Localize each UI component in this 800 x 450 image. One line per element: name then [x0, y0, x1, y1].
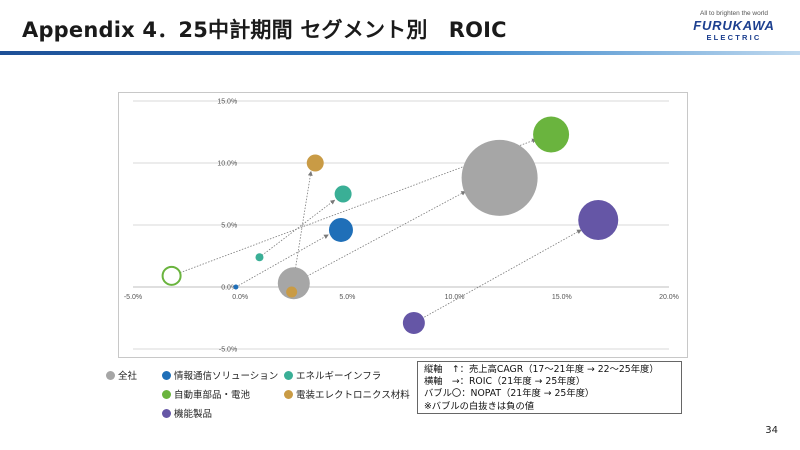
x-tick-label: 5.0% — [339, 294, 355, 301]
bubble — [161, 265, 182, 286]
bubble — [461, 139, 538, 216]
trend-arrow — [291, 170, 313, 293]
chart-legend: 全社 情報通信ソリューション エネルギーインフラ 自動車部品・電池 電装エレクト… — [106, 366, 416, 426]
legend-label-automotive: 自動車部品・電池 — [174, 390, 251, 401]
legend-swatch-energy — [284, 370, 293, 380]
y-tick-label: 15.0% — [217, 99, 237, 106]
note-line-hollow: ※バブルの白抜きは負の値 — [424, 400, 535, 412]
bubble — [277, 267, 310, 300]
x-tick-label: 15.0% — [552, 294, 572, 301]
legend-label-energy: エネルギーインフラ — [296, 371, 382, 382]
bubble — [286, 286, 298, 298]
x-tick-label: 0.0% — [232, 294, 248, 301]
logo-wordmark: FURUKAWA — [693, 18, 775, 33]
legend-swatch-electronics — [284, 389, 293, 399]
legend-swatch-automotive — [162, 389, 171, 399]
bubble — [578, 200, 619, 241]
y-tick-label: 0.0% — [221, 285, 237, 292]
note-line-vertical-axis: 縦軸 ↑：売上高CAGR（17～21年度 → 22～25年度） — [424, 364, 659, 375]
bubble — [402, 311, 425, 334]
x-tick-label: -5.0% — [124, 294, 142, 301]
logo-tagline: All to brighten the world — [700, 10, 768, 17]
legend-swatch-functional — [162, 408, 171, 418]
x-tick-label: 20.0% — [659, 294, 679, 301]
y-tick-label: 5.0% — [221, 223, 237, 230]
legend-item-energy: エネルギーインフラ — [284, 368, 381, 382]
x-tick-label: 10.0% — [445, 294, 465, 301]
legend-item-telecom: 情報通信ソリューション — [162, 368, 278, 382]
bubble — [255, 253, 264, 262]
company-logo: All to brighten the world FURUKAWA ELECT… — [688, 10, 780, 42]
legend-label-electronics: 電装エレクトロニクス材料 — [296, 390, 410, 401]
logo-subtext: ELECTRIC — [706, 33, 762, 42]
legend-item-electronics: 電装エレクトロニクス材料 — [284, 387, 410, 401]
legend-item-functional: 機能製品 — [162, 406, 212, 420]
axis-note-box: 縦軸 ↑：売上高CAGR（17～21年度 → 22～25年度） 横軸 →：ROI… — [417, 361, 682, 414]
legend-label-all: 全社 — [118, 371, 138, 382]
page-number: 34 — [765, 425, 778, 436]
trend-arrow — [293, 191, 467, 284]
bubble — [306, 154, 324, 172]
trend-arrow — [413, 229, 582, 324]
title-divider — [0, 51, 800, 55]
legend-label-telecom: 情報通信ソリューション — [174, 371, 279, 382]
chart-frame: -5.0% 0.0% 5.0% 10.0% 15.0% 20.0% -5.0% 0.0% 5.0… — [118, 92, 688, 358]
trend-arrow — [235, 234, 329, 288]
bubble — [328, 217, 353, 242]
bubble — [233, 284, 239, 290]
legend-item-all: 全社 — [106, 368, 137, 382]
bubble — [334, 185, 352, 203]
bubble — [533, 116, 570, 153]
page-title: Appendix 4．25中計期間 セグメント別 ROIC — [22, 18, 507, 42]
note-line-bubble: バブル〇：NOPAT（21年度 → 25年度） — [424, 388, 595, 400]
legend-item-automotive: 自動車部品・電池 — [162, 387, 250, 401]
trend-arrow — [259, 199, 336, 258]
note-line-horizontal-axis: 横軸 →：ROIC（21年度 → 25年度） — [424, 376, 586, 388]
legend-label-functional: 機能製品 — [174, 409, 213, 420]
legend-swatch-all — [106, 370, 115, 380]
y-tick-label: 10.0% — [217, 161, 237, 168]
bubble-chart: -5.0% 0.0% 5.0% 10.0% 15.0% 20.0% -5.0% 0.0% 5.0… — [124, 99, 679, 354]
legend-swatch-telecom — [162, 370, 171, 380]
y-tick-label: -5.0% — [219, 347, 237, 354]
